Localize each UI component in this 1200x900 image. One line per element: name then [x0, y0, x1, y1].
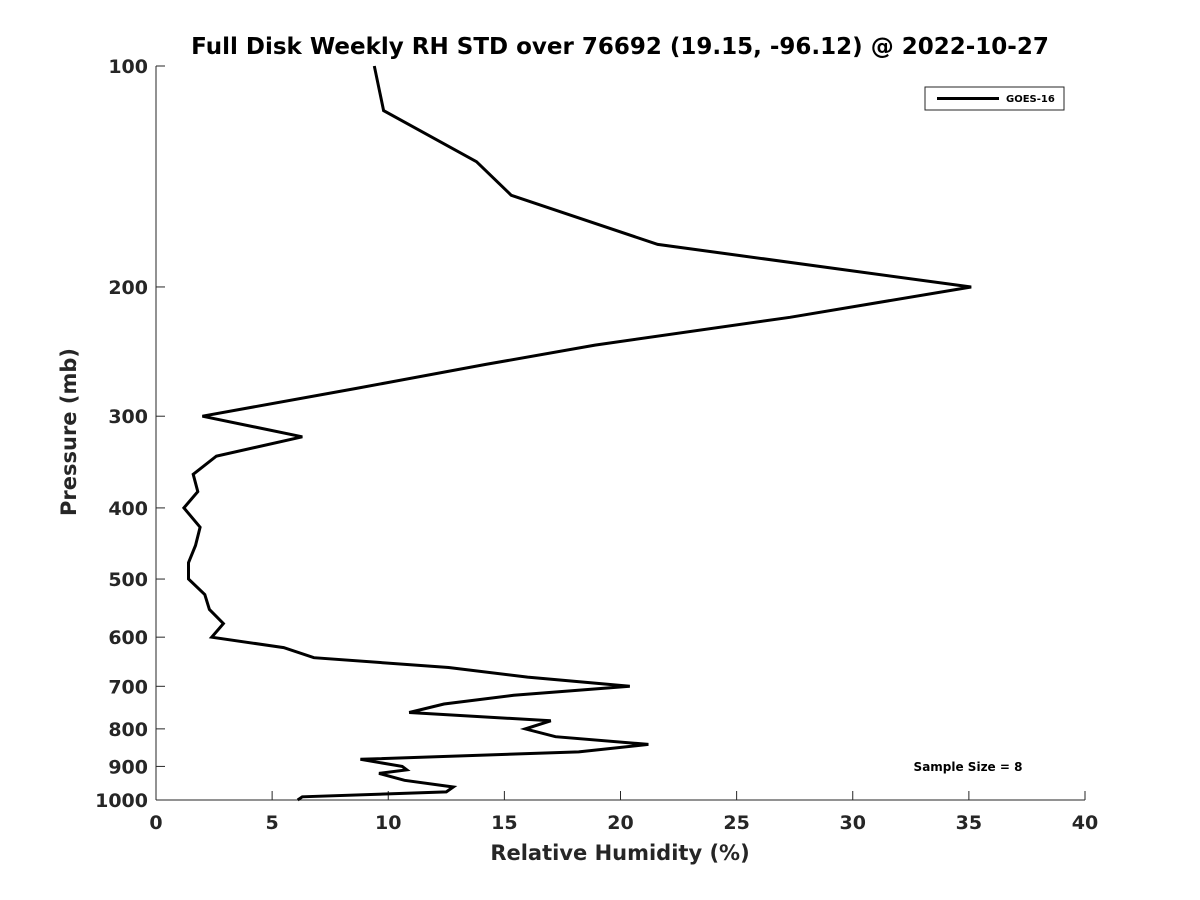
- x-tick-label: 20: [607, 812, 633, 834]
- y-tick-label: 200: [108, 277, 148, 299]
- x-axis-title: Relative Humidity (%): [490, 841, 749, 865]
- y-tick-label: 1000: [95, 790, 148, 812]
- legend[interactable]: GOES-16: [924, 86, 1065, 111]
- y-tick-label: 700: [108, 676, 148, 698]
- y-tick-label: 500: [108, 569, 148, 591]
- legend-entry-goes-16: GOES-16: [1006, 94, 1055, 105]
- y-tick-label: 100: [108, 56, 148, 78]
- y-tick-label: 800: [108, 719, 148, 741]
- series-line-goes-16: [181, 65, 972, 802]
- x-axis-ticks: 0 5 10 15 20 25 30 35 40: [149, 791, 1098, 834]
- x-tick-label: 5: [266, 812, 279, 834]
- x-tick-label: 35: [956, 812, 982, 834]
- y-tick-label: 600: [108, 627, 148, 649]
- axes: [155, 66, 1085, 801]
- sample-size-annotation: Sample Size = 8: [914, 760, 1023, 774]
- x-tick-label: 15: [491, 812, 517, 834]
- x-tick-label: 30: [840, 812, 866, 834]
- x-tick-label: 10: [375, 812, 401, 834]
- x-tick-label: 0: [149, 812, 162, 834]
- y-axis-ticks: 100 200 300 400 500 600 700 800 900 1000: [95, 56, 165, 812]
- x-tick-label: 40: [1072, 812, 1098, 834]
- y-axis-title: Pressure (mb): [57, 348, 81, 516]
- y-tick-label: 400: [108, 498, 148, 520]
- series-group: [181, 65, 972, 802]
- x-tick-label: 25: [723, 812, 749, 834]
- chart-title: Full Disk Weekly RH STD over 76692 (19.1…: [191, 34, 1049, 60]
- y-tick-label: 300: [108, 406, 148, 428]
- y-tick-label: 900: [108, 756, 148, 778]
